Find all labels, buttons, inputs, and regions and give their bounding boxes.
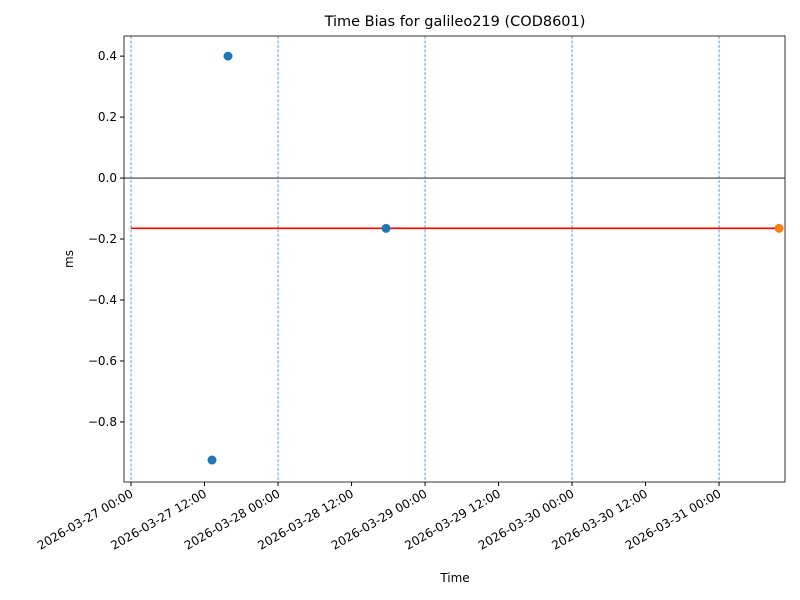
chart-title: Time Bias for galileo219 (COD8601)	[324, 14, 586, 30]
y-tick-label: −0.4	[88, 293, 117, 307]
data-point	[774, 223, 784, 233]
x-axis-label: Time	[439, 571, 469, 585]
y-tick-label: 0.0	[98, 171, 117, 185]
data-point	[381, 223, 391, 233]
y-tick-label: −0.6	[88, 354, 117, 368]
y-tick-label: −0.8	[88, 415, 117, 429]
plot-frame	[123, 35, 786, 483]
data-point	[207, 455, 217, 465]
y-tick-label: −0.2	[88, 232, 117, 246]
data-point	[223, 51, 233, 61]
y-axis-label: ms	[62, 250, 76, 268]
y-tick-label: 0.4	[98, 49, 117, 63]
y-tick-label: 0.2	[98, 110, 117, 124]
